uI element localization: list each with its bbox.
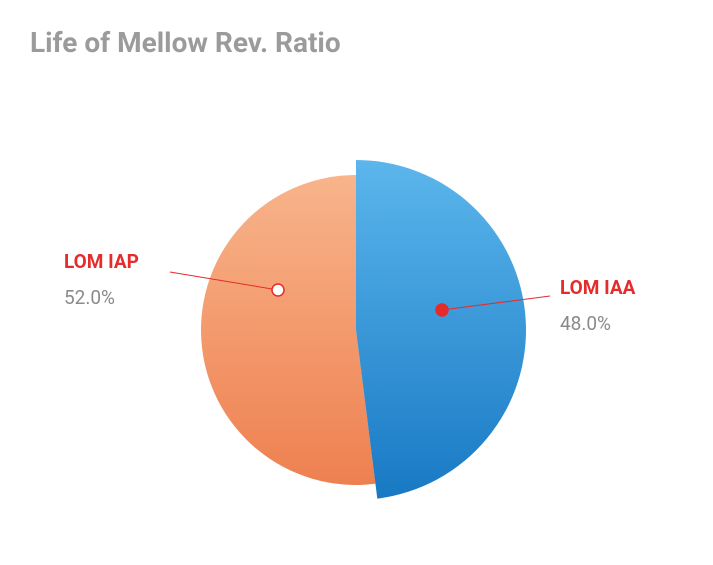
callout-label-iap: LOM IAP: [64, 250, 139, 273]
callout-percent-iap: 52.0%: [64, 286, 115, 309]
pie-slice-iaa: [356, 160, 526, 499]
callout-marker-iaa: [436, 304, 448, 316]
chart-title: Life of Mellow Rev. Ratio: [30, 26, 341, 59]
pie-chart-container: Life of Mellow Rev. Ratio LOM IAP 52.0% …: [0, 0, 713, 561]
pie-slice-iap: [201, 175, 375, 485]
callout-percent-iaa: 48.0%: [560, 312, 611, 335]
callout-label-iaa: LOM IAA: [560, 276, 635, 299]
callout-marker-iap: [272, 284, 284, 296]
